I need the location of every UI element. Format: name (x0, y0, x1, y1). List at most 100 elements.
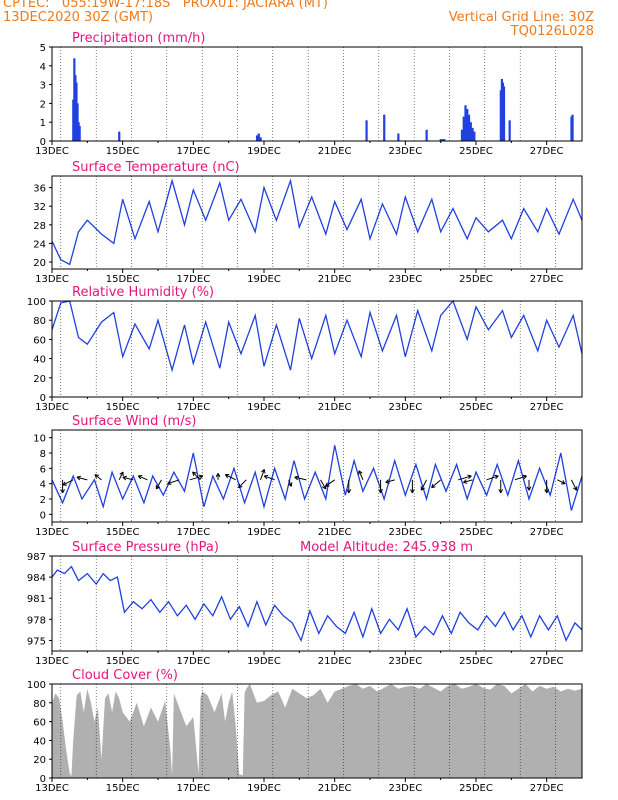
y-tick-label: 60 (33, 718, 46, 729)
x-tick-label: 19DEC (247, 527, 281, 538)
y-tick-label: 6 (40, 464, 46, 475)
wind-arrow (225, 474, 236, 481)
x-tick-label: 19DEC (247, 783, 281, 794)
wind-arrow-head (263, 469, 266, 474)
y-tick-label: 5 (40, 43, 46, 54)
wind-arrow-head (325, 482, 328, 487)
panel-title: Cloud Cover (%) (72, 668, 178, 683)
precip-bar (464, 105, 467, 141)
wind-arrow-head (358, 470, 363, 474)
model-altitude-label: Model Altitude: 245.938 m (300, 540, 473, 555)
x-tick-label: 17DEC (176, 146, 210, 157)
y-tick-label: 981 (27, 594, 46, 605)
y-tick-label: 20 (33, 374, 46, 385)
precip-bar (78, 125, 81, 141)
y-tick-label: 40 (33, 736, 46, 747)
x-tick-label: 23DEC (388, 274, 422, 285)
wind-arrow-head (385, 479, 389, 483)
wind-arrow-head (562, 480, 566, 485)
wind-arrow-head (431, 486, 436, 489)
x-tick-label: 19DEC (247, 274, 281, 285)
precip-bar (469, 122, 472, 141)
wind-arrow (385, 479, 395, 483)
wind-arrow-head (495, 475, 499, 480)
panel-title: Surface Wind (m/s) (72, 414, 196, 429)
y-tick-label: 80 (33, 316, 46, 327)
wind-arrow (514, 475, 527, 481)
wind-arrow (431, 479, 441, 489)
x-tick-label: 25DEC (459, 656, 493, 667)
x-tick-label: 25DEC (459, 783, 493, 794)
x-tick-label: 27DEC (530, 783, 564, 794)
y-tick-label: 100 (27, 297, 46, 308)
series-line (51, 299, 583, 373)
x-tick-label: 27DEC (530, 656, 564, 667)
x-tick-label: 25DEC (459, 527, 493, 538)
panel-4: 0 2 4 6 8 10 13DEC 15DEC 17DEC 19DEC 21DEC 23DEC 25D… (33, 414, 583, 538)
wind-arrow-head (411, 489, 415, 494)
precip-bar (257, 133, 260, 141)
panel-1: 0 1 2 3 4 5 13DEC 15DEC 17DEC 19DEC 21DEC 23DEC 25DE… (35, 31, 583, 157)
wind-arrow-head (122, 475, 127, 478)
wind-arrow-head (294, 475, 299, 478)
y-tick-label: 32 (33, 202, 46, 213)
wind-arrow (76, 476, 88, 481)
wind-arrow-head (287, 483, 292, 487)
precip-bar (397, 133, 400, 141)
y-tick-label: 36 (33, 184, 46, 195)
wind-arrow-head (294, 476, 299, 481)
wind-arrow-head (76, 475, 81, 478)
y-tick-label: 1 (40, 118, 46, 129)
x-tick-label: 17DEC (176, 783, 210, 794)
precip-bar (383, 114, 386, 141)
wind-arrow (62, 479, 74, 486)
x-tick-label: 13DEC (35, 656, 69, 667)
panel-frame (51, 175, 583, 270)
wind-arrow-head (467, 474, 472, 477)
x-tick-label: 23DEC (388, 146, 422, 157)
panel-title: Precipitation (mm/h) (72, 31, 205, 46)
panel-frame (51, 300, 583, 398)
x-tick-label: 15DEC (106, 402, 140, 413)
series-line (51, 178, 583, 266)
x-tick-label: 13DEC (35, 527, 69, 538)
wind-arrow-head (348, 489, 352, 494)
y-tick-label: 0 (40, 137, 46, 148)
y-tick-label: 28 (33, 221, 46, 232)
wind-arrow (458, 475, 472, 481)
y-tick-label: 40 (33, 355, 46, 366)
series-line (51, 445, 583, 511)
panel-3: 0 20 40 60 80 100 13DEC 15DEC 17DEC 19DEC 21DEC 23D… (27, 285, 583, 413)
precip-bar (365, 120, 368, 141)
panel-5: 975 978 981 984 987 13DEC 15DEC 17DEC 19DEC 21DEC… (27, 540, 583, 667)
precip-bar (462, 116, 465, 141)
precip-bar (466, 109, 469, 141)
header-grid-note: Vertical Grid Line: 30Z (448, 10, 594, 25)
x-tick-label: 27DEC (530, 527, 564, 538)
wind-arrow-head (215, 473, 219, 478)
header-station-line: CPTEC: 055:19W-17:18S PROX01: JACIARA (M… (3, 0, 328, 11)
y-tick-label: 2 (40, 495, 46, 506)
wind-arrow-head (217, 473, 221, 478)
wind-arrow-head (322, 486, 326, 490)
wind-arrow-head (167, 483, 172, 485)
wind-arrow (122, 476, 134, 481)
wind-arrow (192, 471, 201, 481)
panel-6: 0 20 40 60 80 100 13DEC 15DEC 17DEC 19DEC 21DEC 23D… (27, 668, 583, 794)
wind-arrow-head (60, 489, 64, 494)
wind-arrow-head (137, 475, 142, 480)
wind-arrow-head (463, 481, 468, 484)
wind-arrow-head (122, 476, 127, 481)
wind-arrow-head (62, 481, 66, 486)
precip-bar (473, 131, 476, 141)
precip-bar (502, 86, 506, 141)
y-tick-label: 20 (33, 258, 46, 269)
x-tick-label: 21DEC (318, 783, 352, 794)
y-tick-label: 4 (40, 62, 46, 73)
wind-arrow (570, 479, 578, 491)
wind-arrow-head (94, 474, 99, 476)
x-tick-label: 15DEC (106, 783, 140, 794)
wind-arrow-head (263, 475, 268, 480)
wind-arrow-head (264, 474, 269, 477)
precip-bar (439, 139, 442, 141)
